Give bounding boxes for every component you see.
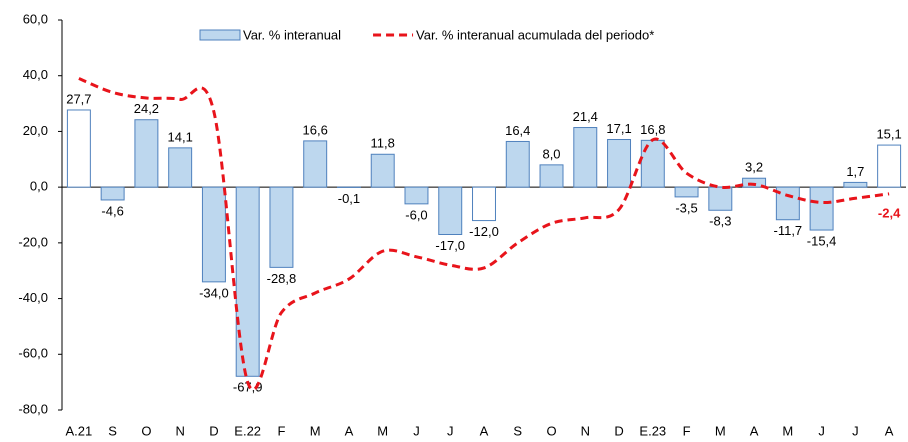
line-label: -2,4 (878, 205, 901, 220)
bar-label: -67,9 (233, 380, 263, 395)
x-tick-label: M (782, 423, 793, 438)
bar-label: -3,5 (675, 200, 697, 215)
y-tick-label: 0,0 (30, 179, 48, 194)
bar-label: -34,0 (199, 285, 229, 300)
bar-label: -15,4 (807, 233, 837, 248)
bar (742, 177, 767, 188)
x-tick-label: J (818, 423, 825, 438)
bar (674, 186, 699, 198)
bar (201, 186, 226, 283)
bar (100, 186, 125, 201)
x-tick-label: E.22 (234, 423, 261, 438)
bar (404, 186, 429, 205)
x-tick-label: A (345, 423, 354, 438)
bar-label: 1,7 (846, 164, 864, 179)
bar (472, 186, 496, 222)
x-tick-label: D (614, 423, 623, 438)
x-tick-label: O (141, 423, 151, 438)
bar-label: 21,4 (573, 109, 598, 124)
x-tick-label: F (683, 423, 691, 438)
x-tick-label: S (108, 423, 117, 438)
x-tick-label: A (885, 423, 894, 438)
bar (775, 186, 800, 221)
x-tick-label: N (175, 423, 184, 438)
bar-label: -4,6 (101, 203, 123, 218)
bar-label: 16,6 (303, 122, 328, 137)
bar (303, 140, 328, 188)
x-tick-label: M (377, 423, 388, 438)
x-tick-label: J (447, 423, 454, 438)
bar (505, 140, 530, 188)
y-tick-label: 20,0 (23, 123, 48, 138)
bar-label: -28,8 (267, 271, 297, 286)
y-tick-label: -60,0 (18, 346, 48, 361)
x-tick-label: J (852, 423, 859, 438)
bar-label: 14,1 (168, 129, 193, 144)
x-tick-label: A (750, 423, 759, 438)
bar-label: -17,0 (435, 238, 465, 253)
bar (539, 164, 564, 188)
bar-label: 17,1 (606, 121, 631, 136)
y-tick-label: 60,0 (23, 11, 48, 26)
x-tick-label: M (310, 423, 321, 438)
bar (134, 119, 159, 188)
legend-swatch (199, 29, 241, 41)
bar (269, 186, 294, 268)
x-tick-label: F (277, 423, 285, 438)
x-tick-label: S (513, 423, 522, 438)
x-tick-label: M (715, 423, 726, 438)
bar (235, 186, 260, 377)
legend-label: Var. % interanual (243, 27, 341, 42)
bar (370, 153, 395, 188)
bar-label: 16,8 (640, 122, 665, 137)
x-tick-label: J (413, 423, 420, 438)
bar-label: -8,3 (709, 214, 731, 229)
y-tick-label: -80,0 (18, 401, 48, 416)
line (78, 77, 890, 392)
bar (573, 127, 598, 188)
legend-label: Var. % interanual acumulada del periodo* (416, 27, 654, 42)
bar-label: 15,1 (876, 127, 901, 142)
x-tick-label: O (546, 423, 556, 438)
bar-label: 3,2 (745, 160, 763, 175)
bar (843, 181, 868, 188)
bar-label: -11,7 (774, 223, 803, 238)
bar-label: -6,0 (405, 207, 427, 222)
bar-label: -12,0 (469, 224, 499, 239)
bar-label: 27,7 (66, 91, 91, 106)
bar (607, 139, 632, 188)
bar-label: 8,0 (542, 146, 560, 161)
x-tick-label: E.23 (639, 423, 666, 438)
y-tick-label: -20,0 (18, 234, 48, 249)
bar (438, 186, 463, 235)
x-tick-label: A.21 (66, 423, 93, 438)
bar (168, 147, 193, 188)
x-tick-label: N (581, 423, 590, 438)
x-tick-label: A (480, 423, 489, 438)
bar (66, 109, 91, 188)
bar-label: -0,1 (338, 191, 360, 206)
bar (809, 186, 834, 231)
bar-label: 24,2 (134, 101, 159, 116)
bar-label: 16,4 (505, 123, 530, 138)
y-tick-label: 40,0 (23, 67, 48, 82)
bar-label: 11,8 (371, 136, 395, 151)
x-tick-label: D (209, 423, 218, 438)
y-tick-label: -40,0 (18, 290, 48, 305)
bar (877, 144, 902, 188)
bar (708, 186, 733, 211)
